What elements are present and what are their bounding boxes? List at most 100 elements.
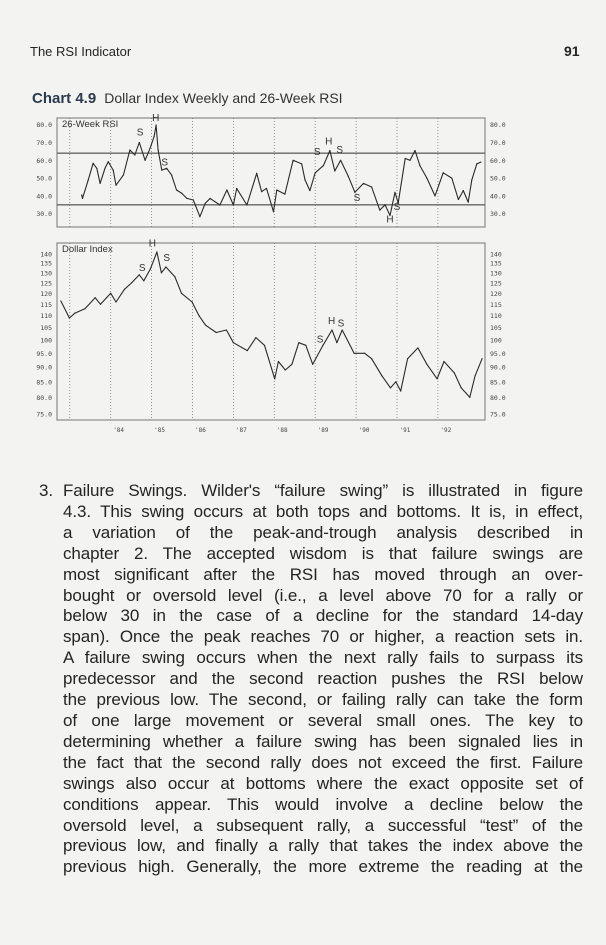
rsi-data-point <box>284 193 286 195</box>
dollar-ytick-right: 120 <box>490 290 502 298</box>
text-line: of one large movement or several small o… <box>63 711 583 732</box>
rsi-data-point <box>329 149 331 152</box>
rsi-data-point <box>144 159 146 161</box>
rsi-data-point <box>186 197 188 199</box>
rsi-data-point <box>161 169 163 171</box>
dollar-data-point <box>60 300 62 302</box>
rsi-data-point <box>171 174 173 176</box>
rsi-data-point <box>92 162 94 164</box>
dollar-data-point <box>110 292 112 294</box>
rsi-data-point <box>462 189 464 192</box>
dollar-data-point <box>138 274 140 276</box>
rsi-data-point <box>104 167 106 169</box>
rsi-ytick-right: 30.0 <box>490 210 506 218</box>
rsi-pattern-label: S <box>354 193 361 204</box>
text-line: chapter 2. The accepted wisdom is that f… <box>63 544 583 565</box>
dollar-data-point <box>298 342 300 344</box>
rsi-data-point <box>292 159 294 161</box>
dollar-ytick-left: 90.0 <box>36 364 52 372</box>
rsi-data-point <box>442 172 444 174</box>
rsi-data-point <box>426 177 428 179</box>
rsi-data-point <box>334 170 336 172</box>
rsi-data-point <box>354 191 356 193</box>
rsi-data-point <box>153 136 155 138</box>
rsi-data-point <box>451 177 453 179</box>
dollar-data-point <box>364 352 366 354</box>
text-line-content: Failure Swings. Wilder's “failure swing”… <box>63 481 583 500</box>
dollar-data-point <box>400 390 402 392</box>
text-line: 3. Failure Swings. Wilder's “failure swin… <box>39 481 583 502</box>
text-line: previous low, and finally a rally that t… <box>63 836 583 857</box>
text-line-content: 4.3. This swing occurs at both tops and … <box>63 501 583 521</box>
text-line-content: span). Once the peak reaches 70 or highe… <box>63 627 583 647</box>
text-line-content: chapter 2. The accepted wisdom is that f… <box>63 543 583 563</box>
rsi-ytick-left: 60.0 <box>36 157 52 165</box>
dollar-data-point <box>165 266 167 268</box>
rsi-data-point <box>181 192 183 195</box>
rsi-ytick-right: 80.0 <box>490 121 506 129</box>
dollar-data-point <box>469 396 471 398</box>
rsi-data-point <box>115 184 117 186</box>
dollar-data-point <box>191 301 193 303</box>
rsi-data-point <box>339 159 342 161</box>
text-line: most significant after the RSI has moved… <box>63 565 583 586</box>
text-line-content: conditions appear. This would involve a … <box>63 794 583 814</box>
dollar-data-point <box>74 312 76 314</box>
dollar-data-point <box>198 315 200 317</box>
text-line-content: the fact that the second rally does not … <box>63 752 583 772</box>
dollar-data-point <box>84 308 86 310</box>
text-line: predecessor and the second reaction push… <box>63 669 583 690</box>
rsi-data-point <box>476 163 478 165</box>
page-number: 91 <box>564 43 580 59</box>
rsi-ytick-left: 80.0 <box>36 121 52 129</box>
rsi-data-point <box>155 124 157 126</box>
dollar-data-point <box>156 251 158 253</box>
dollar-data-point <box>274 378 276 380</box>
dollar-ytick-left: 135 <box>40 260 52 268</box>
dollar-data-point <box>143 280 145 282</box>
text-line: below 30 in the case of a decline for th… <box>63 606 583 627</box>
dollar-rsi-chart: 80.0 80.0 70.0 70.0 60.0 60.0 50.0 50.0 40.0 40.0… <box>36 113 506 434</box>
dollar-data-point <box>460 387 462 389</box>
dollar-data-point <box>443 360 445 363</box>
text-line: conditions appear. This would involve a … <box>63 795 583 816</box>
rsi-data-point <box>261 191 263 193</box>
rsi-data-point <box>107 161 109 163</box>
text-line-content: bought or oversold level (i.e., a level … <box>63 585 583 605</box>
text-line: determining whether a failure swing has … <box>63 732 583 753</box>
rsi-pattern-label: S <box>336 145 343 156</box>
dollar-ytick-left: 110 <box>40 312 52 320</box>
rsi-data-point <box>457 198 459 201</box>
rsi-data-point <box>404 157 406 160</box>
rsi-data-point <box>362 182 365 185</box>
text-line-content: swings also occur at bottoms where the e… <box>63 773 583 793</box>
rsi-pattern-label: S <box>161 158 168 169</box>
rsi-data-point <box>309 189 311 192</box>
dollar-panel-frame <box>56 242 486 421</box>
text-line: the previous low. The second, or failing… <box>63 690 583 711</box>
text-line-content: the previous low. The second, or failing… <box>63 690 583 710</box>
rsi-data-point <box>232 204 234 206</box>
dollar-ytick-right: 130 <box>490 269 502 277</box>
rsi-data-point <box>246 204 248 206</box>
body-paragraph: 3. Failure Swings. Wilder's “failure swin… <box>39 481 583 878</box>
rsi-data-point <box>209 197 211 199</box>
dollar-ytick-right: 110 <box>490 312 502 320</box>
dollar-data-point <box>277 360 279 363</box>
dollar-data-point <box>305 344 307 346</box>
rsi-data-point <box>134 154 136 156</box>
text-line-content: A failure swing occurs when the next ral… <box>63 648 583 668</box>
rsi-pattern-label: H <box>325 136 332 147</box>
rsi-data-point <box>272 211 275 213</box>
dollar-data-point <box>174 276 176 278</box>
rsi-data-point <box>384 204 386 206</box>
rsi-data-point <box>480 161 482 163</box>
rsi-pattern-label: H <box>386 215 393 226</box>
xtick-label: '87 <box>236 427 247 434</box>
rsi-data-point <box>347 175 349 177</box>
dollar-data-point <box>371 358 373 360</box>
rsi-data-point <box>96 167 98 169</box>
xtick-label: '88 <box>277 427 288 434</box>
rsi-data-point <box>322 165 324 167</box>
dollar-ytick-left: 120 <box>40 290 52 298</box>
